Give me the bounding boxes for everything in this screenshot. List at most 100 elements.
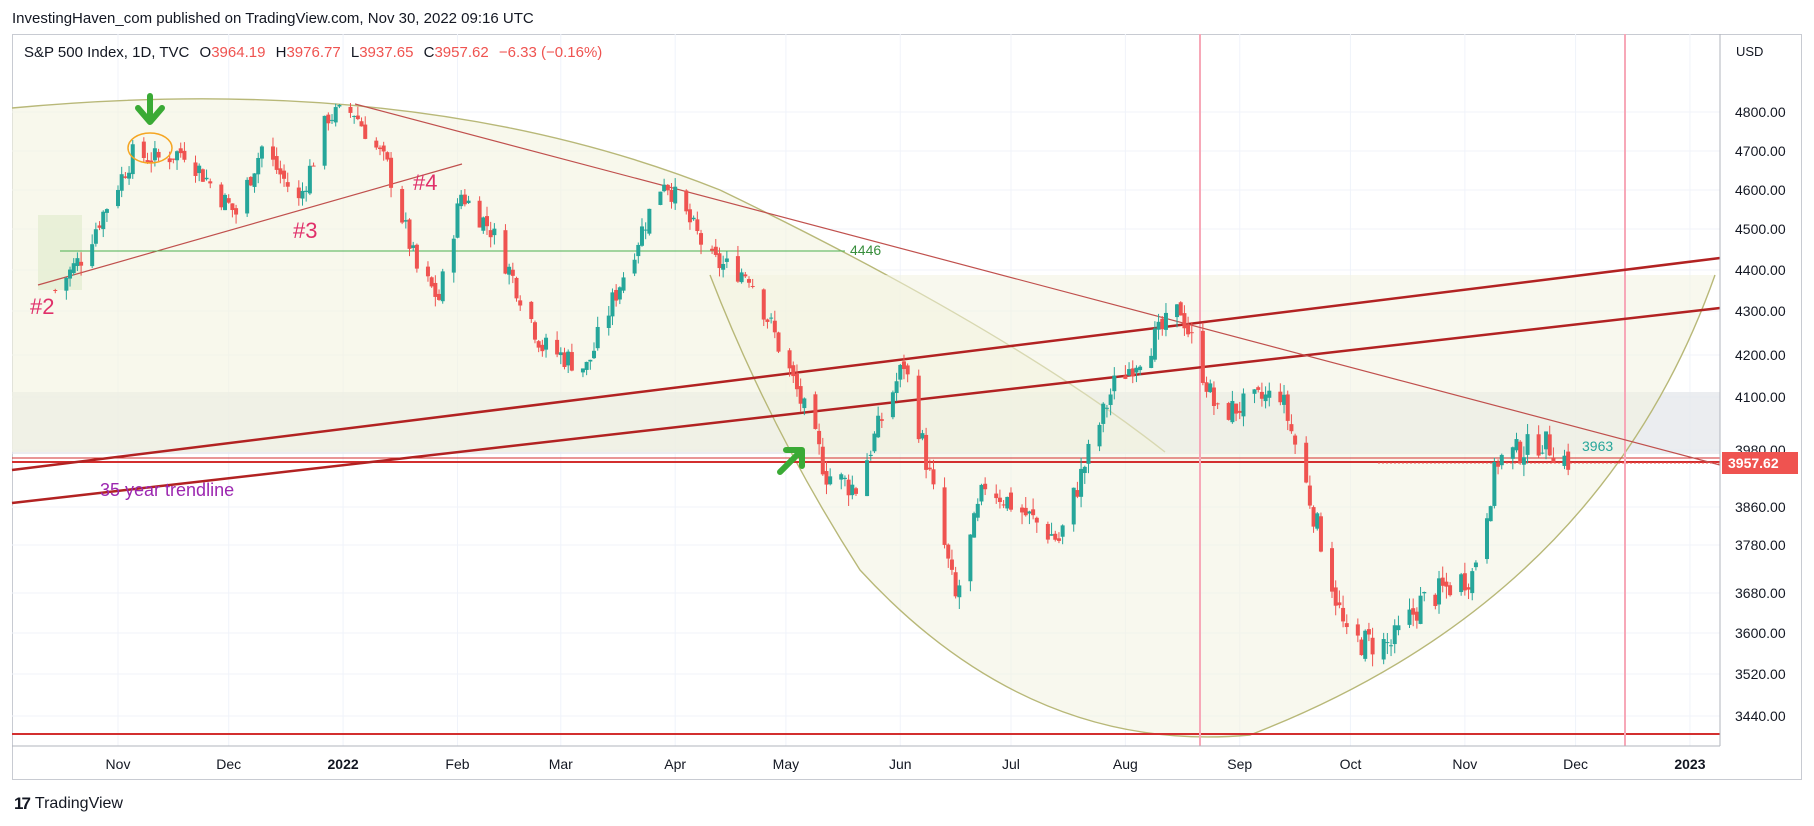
candle-body (204, 177, 209, 180)
candle-body (1510, 447, 1515, 459)
candle-body (529, 301, 534, 320)
tradingview-footer[interactable]: 17 TradingView (14, 794, 123, 814)
candle-body (1566, 451, 1571, 470)
candle-body (975, 503, 980, 518)
candle-body (274, 156, 279, 170)
candle-body (407, 219, 412, 249)
open-value: 3964.19 (211, 44, 266, 61)
close-label: C (423, 44, 435, 61)
candle-body (208, 181, 213, 184)
candle-body (1178, 302, 1183, 316)
candle-body (1160, 318, 1165, 330)
candle-body (481, 217, 486, 231)
candle-body (514, 277, 519, 299)
candle-body (97, 225, 102, 228)
candle-body (1259, 391, 1264, 399)
x-tick-label: Nov (106, 756, 131, 772)
bowl-line (709, 274, 1716, 738)
y-tick-label: 4600.00 (1735, 182, 1786, 198)
candle-body (1488, 506, 1493, 522)
candle-body (1175, 304, 1180, 318)
candle-body (374, 140, 379, 148)
candle-body (381, 145, 386, 152)
candle-body (1293, 435, 1298, 445)
candle-body (850, 484, 855, 496)
candle-body (377, 147, 382, 150)
candle-body (1186, 324, 1191, 335)
x-tick-label: Jul (1002, 756, 1020, 772)
candle-body (750, 285, 755, 287)
candle-body (1422, 592, 1427, 594)
candle-body (1381, 639, 1386, 660)
candle-body (979, 484, 984, 502)
candle-body (1518, 441, 1523, 463)
low-value: 3937.65 (359, 44, 414, 61)
candle-body (817, 430, 822, 445)
x-tick-label: Aug (1113, 756, 1138, 772)
axes: USD 4800.00 4700.00 4600.00 4500.00 4400.00 43… (12, 34, 1798, 772)
candle-body (1311, 507, 1316, 527)
candle-body (130, 144, 135, 175)
candle-body (1045, 523, 1050, 540)
candle-body (876, 415, 881, 438)
candle-body (846, 479, 851, 496)
candle-body (79, 261, 84, 266)
candle-body (1496, 462, 1501, 467)
candle-body (1204, 382, 1209, 392)
candle-body (632, 259, 637, 274)
candle-body (787, 350, 792, 369)
candle-body (171, 158, 176, 160)
candle-body (724, 258, 729, 262)
candle-body (743, 274, 748, 277)
candle-body (842, 477, 847, 479)
y-tick-label: 3600.00 (1735, 625, 1786, 641)
candle-body (1440, 577, 1445, 586)
candle-body (252, 173, 257, 187)
candle-body (662, 184, 667, 192)
candle-body (776, 332, 781, 352)
candle-body (1459, 574, 1464, 593)
x-tick-label: Mar (549, 756, 573, 772)
x-tick-label: Sep (1227, 756, 1252, 772)
candle-body (639, 226, 644, 246)
candle-body (636, 244, 641, 257)
candle-body (1252, 389, 1257, 394)
symbol-label: S&P 500 Index, 1D, TVC (24, 44, 190, 61)
candle-body (1562, 455, 1567, 466)
candle-body (333, 107, 338, 123)
x-tick-label: May (773, 756, 799, 772)
candle-body (794, 373, 799, 390)
candle-body (285, 182, 290, 187)
change-value: −6.33 (−0.16%) (498, 44, 603, 61)
candle-body (1359, 639, 1364, 656)
candle-body (665, 184, 670, 191)
candle-body (296, 187, 301, 199)
candle-body (584, 361, 589, 370)
candle-body (1289, 424, 1294, 432)
candle-body (746, 279, 751, 283)
candle-body (466, 200, 471, 204)
candle-body (1521, 457, 1526, 465)
candle-body (219, 184, 224, 208)
candle-body (949, 559, 954, 570)
candle-body (927, 467, 932, 470)
candle-body (270, 146, 275, 160)
candle-body (400, 188, 405, 223)
candle-body (1385, 642, 1390, 644)
candle-body (1163, 312, 1168, 330)
candle-body (1134, 367, 1139, 373)
y-tick-label: 4500.00 (1735, 221, 1786, 237)
y-tick-label: 4800.00 (1735, 104, 1786, 120)
candle-body (901, 361, 906, 370)
candle-body (1282, 394, 1287, 405)
candle-body (1370, 637, 1375, 655)
candle-body (1127, 369, 1132, 376)
candle-body (1307, 485, 1312, 506)
y-tick-label: 3680.00 (1735, 585, 1786, 601)
candle-body (658, 191, 663, 205)
candle-body (152, 148, 157, 161)
candle-body (839, 474, 844, 480)
candle-body (1256, 387, 1261, 390)
high-value: 3976.77 (286, 44, 341, 61)
